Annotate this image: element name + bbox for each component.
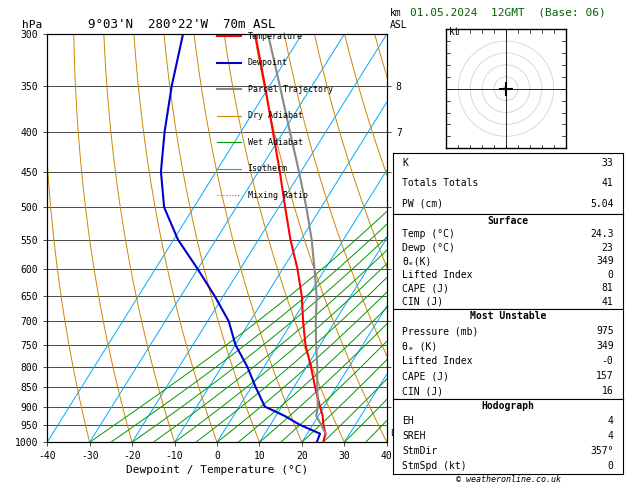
Text: 23: 23 <box>602 243 613 253</box>
Text: Temp (°C): Temp (°C) <box>403 229 455 239</box>
Text: Parcel Trajectory: Parcel Trajectory <box>248 85 333 94</box>
Text: 0: 0 <box>608 270 613 280</box>
Text: 4: 4 <box>608 416 613 426</box>
Text: Surface: Surface <box>487 216 528 226</box>
Text: Dewpoint: Dewpoint <box>248 58 287 67</box>
Text: Hodograph: Hodograph <box>481 401 535 411</box>
Text: Lifted Index: Lifted Index <box>403 356 473 366</box>
Text: StmSpd (kt): StmSpd (kt) <box>403 461 467 471</box>
Text: Most Unstable: Most Unstable <box>470 311 546 321</box>
Text: 975: 975 <box>596 326 613 336</box>
Text: θₑ(K): θₑ(K) <box>403 256 431 266</box>
Text: Dry Adiabat: Dry Adiabat <box>248 111 303 120</box>
Text: CIN (J): CIN (J) <box>403 386 443 396</box>
Text: -0: -0 <box>602 356 613 366</box>
Text: SREH: SREH <box>403 431 426 441</box>
Text: 33: 33 <box>602 158 613 168</box>
Text: 349: 349 <box>596 256 613 266</box>
Text: hPa: hPa <box>21 20 42 30</box>
Text: CAPE (J): CAPE (J) <box>403 371 449 381</box>
Text: Totals Totals: Totals Totals <box>403 178 479 189</box>
Y-axis label: Mixing Ratio (g/kg): Mixing Ratio (g/kg) <box>406 182 416 294</box>
Text: Pressure (mb): Pressure (mb) <box>403 326 479 336</box>
Text: Isotherm: Isotherm <box>248 164 287 173</box>
Text: CIN (J): CIN (J) <box>403 297 443 307</box>
Text: Temperature: Temperature <box>248 32 303 40</box>
Text: Mixing Ratio: Mixing Ratio <box>248 191 308 200</box>
Text: EH: EH <box>403 416 414 426</box>
Text: K: K <box>403 158 408 168</box>
Text: 16: 16 <box>602 386 613 396</box>
Text: 81: 81 <box>602 283 613 294</box>
Text: 41: 41 <box>602 178 613 189</box>
Text: 349: 349 <box>596 341 613 351</box>
Text: 0: 0 <box>608 461 613 471</box>
Text: 41: 41 <box>602 297 613 307</box>
Text: LCL: LCL <box>390 429 405 438</box>
Text: 01.05.2024  12GMT  (Base: 06): 01.05.2024 12GMT (Base: 06) <box>410 7 606 17</box>
Text: StmDir: StmDir <box>403 446 438 456</box>
Text: 4: 4 <box>608 431 613 441</box>
Text: km
ASL: km ASL <box>390 8 408 30</box>
Text: © weatheronline.co.uk: © weatheronline.co.uk <box>456 474 560 484</box>
Text: Lifted Index: Lifted Index <box>403 270 473 280</box>
Text: Wet Adiabat: Wet Adiabat <box>248 138 303 147</box>
Text: CAPE (J): CAPE (J) <box>403 283 449 294</box>
Text: Dewp (°C): Dewp (°C) <box>403 243 455 253</box>
Text: 9°03'N  280°22'W  70m ASL: 9°03'N 280°22'W 70m ASL <box>88 18 276 32</box>
Text: kt: kt <box>449 27 460 37</box>
Text: 5.04: 5.04 <box>590 199 613 208</box>
Text: 24.3: 24.3 <box>590 229 613 239</box>
Text: 357°: 357° <box>590 446 613 456</box>
Text: PW (cm): PW (cm) <box>403 199 443 208</box>
X-axis label: Dewpoint / Temperature (°C): Dewpoint / Temperature (°C) <box>126 466 308 475</box>
Text: θₑ (K): θₑ (K) <box>403 341 438 351</box>
Text: 157: 157 <box>596 371 613 381</box>
